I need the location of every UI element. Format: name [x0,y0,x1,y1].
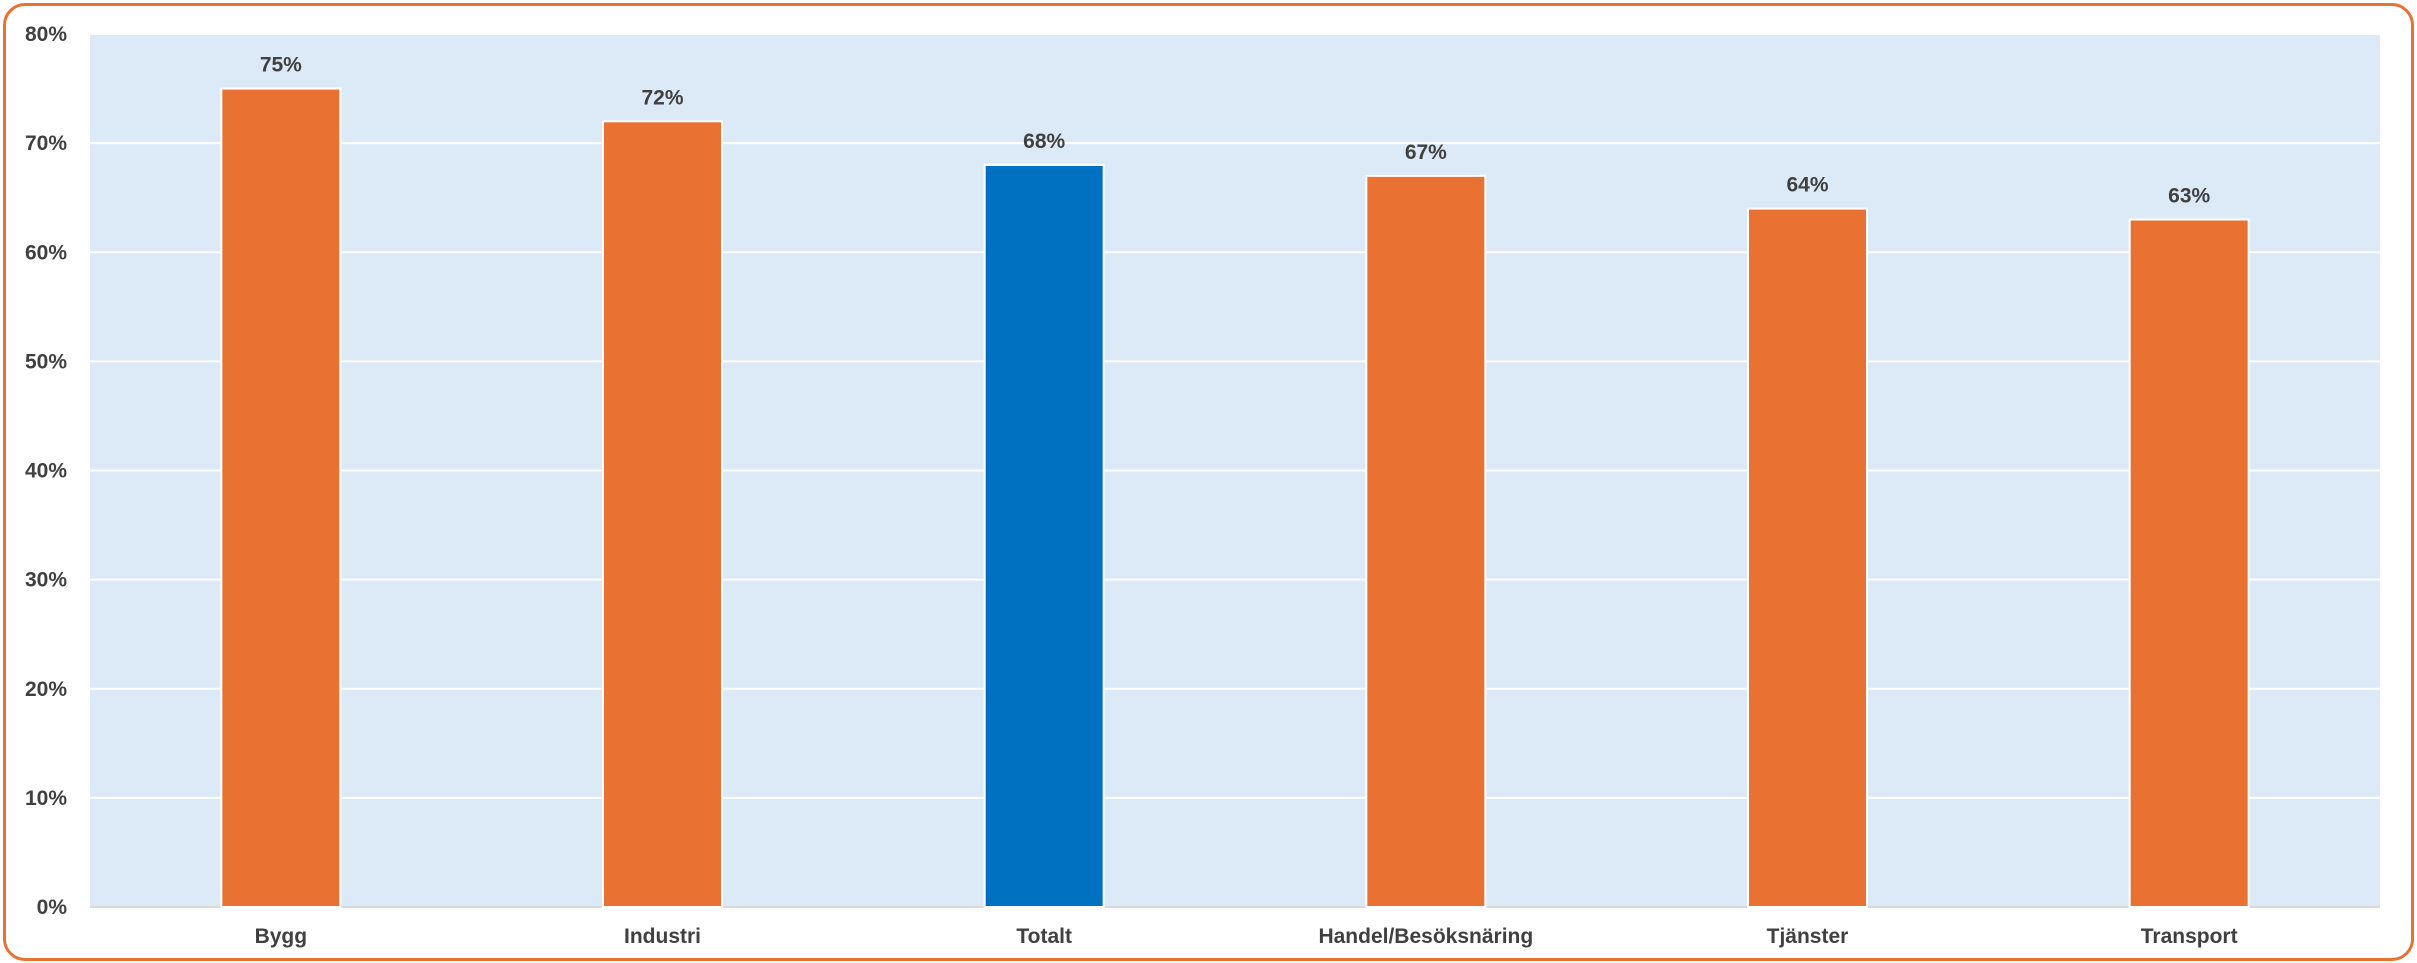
category-label: Handel/Besöksnäring [1318,925,1533,948]
y-tick-label: 60% [25,241,67,264]
x-axis-category-labels: Bygg Industri Totalt Handel/Besöksnäring Tjä… [255,925,2238,948]
y-tick-label: 40% [25,460,67,483]
data-label: 75% [260,54,302,77]
bar-bygg [220,87,342,908]
category-label: Tjänster [1767,925,1849,948]
bar-handel-besöksnäring [1365,174,1487,909]
bar-transport [2128,218,2250,908]
data-label: 67% [1405,141,1447,164]
y-axis-tick-labels: 0% 10% 20% 30% 40% 50% 60% 70% 80% [25,23,67,919]
category-label: Industri [624,925,701,948]
y-tick-label: 0% [37,896,68,919]
category-label: Totalt [1016,925,1072,948]
y-tick-label: 50% [25,350,67,373]
category-label: Bygg [255,925,308,948]
bar-industri [602,120,723,909]
data-label: 64% [1786,174,1828,197]
bar-tjänster [1747,207,1868,909]
data-labels: 75% 72% 68% 67% 64% 63% [260,54,2211,208]
gridlines [90,33,2380,908]
y-tick-label: 20% [25,678,67,701]
data-label: 68% [1023,130,1065,153]
bars [220,87,2250,909]
y-tick-label: 30% [25,569,67,592]
data-label: 63% [2168,185,2210,208]
y-tick-label: 70% [25,132,67,155]
data-label: 72% [641,86,683,109]
y-tick-label: 80% [25,23,67,46]
category-label: Transport [2141,925,2238,948]
y-tick-label: 10% [25,787,67,810]
bar-totalt [983,163,1105,908]
